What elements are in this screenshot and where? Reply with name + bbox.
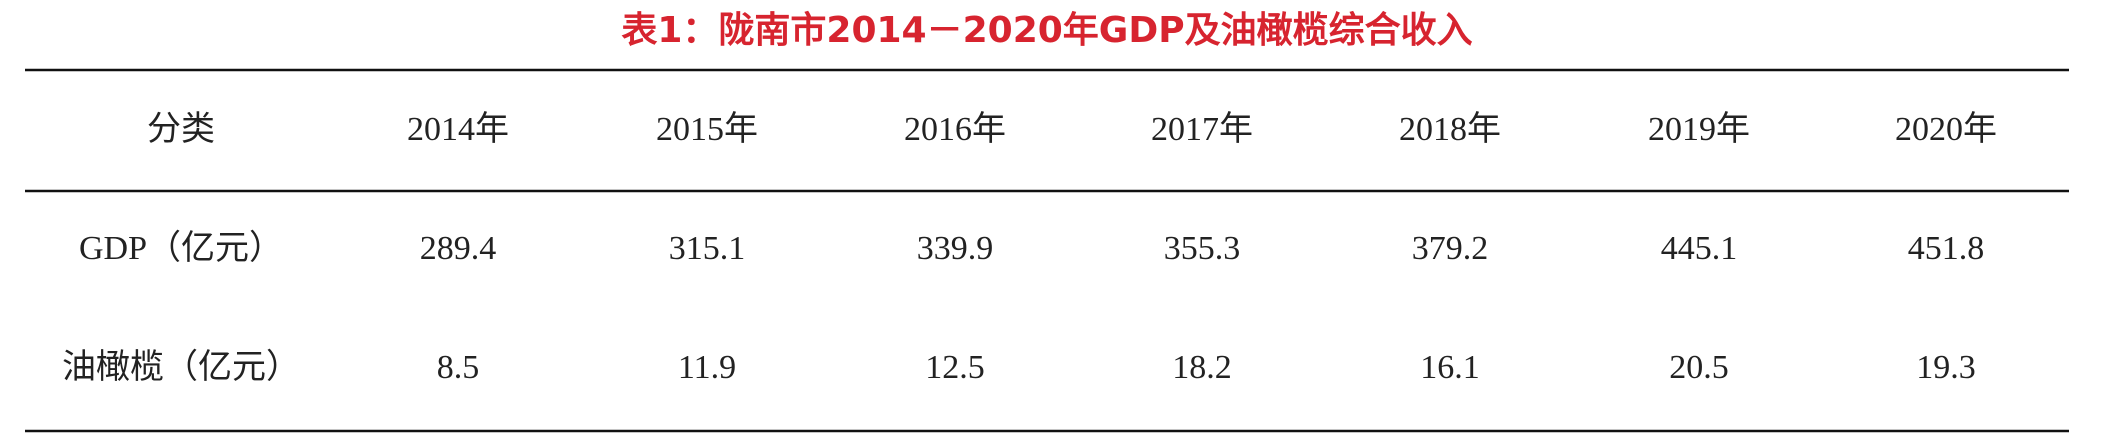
data-cell: 339.9 [917, 230, 994, 267]
header-cell: 2014年 [407, 110, 509, 148]
data-cell: 18.2 [1172, 349, 1232, 386]
data-cell: 445.1 [1661, 230, 1738, 267]
header-cell: 2017年 [1151, 110, 1253, 148]
data-cell: 355.3 [1164, 230, 1241, 267]
row-label: GDP（亿元） [79, 229, 283, 267]
data-cell: 20.5 [1669, 349, 1729, 386]
data-cell: 289.4 [420, 230, 497, 267]
data-cell: 315.1 [669, 230, 746, 267]
row-label: 油橄榄（亿元） [62, 348, 300, 386]
data-cell: 451.8 [1908, 230, 1985, 267]
data-cell: 16.1 [1420, 349, 1480, 386]
data-cell: 11.9 [678, 349, 736, 386]
table-title: 表1：陇南市2014－2020年GDP及油橄榄综合收入 [621, 10, 1472, 51]
data-cell: 8.5 [437, 349, 480, 386]
header-cell: 2016年 [904, 110, 1006, 148]
header-cell: 2018年 [1399, 110, 1501, 148]
header-cell: 分类 [147, 110, 215, 148]
data-cell: 379.2 [1412, 230, 1489, 267]
data-cell: 19.3 [1916, 349, 1976, 386]
data-cell: 12.5 [925, 349, 985, 386]
header-cell: 2015年 [656, 110, 758, 148]
header-cell: 2020年 [1895, 110, 1997, 148]
header-cell: 2019年 [1648, 110, 1750, 148]
